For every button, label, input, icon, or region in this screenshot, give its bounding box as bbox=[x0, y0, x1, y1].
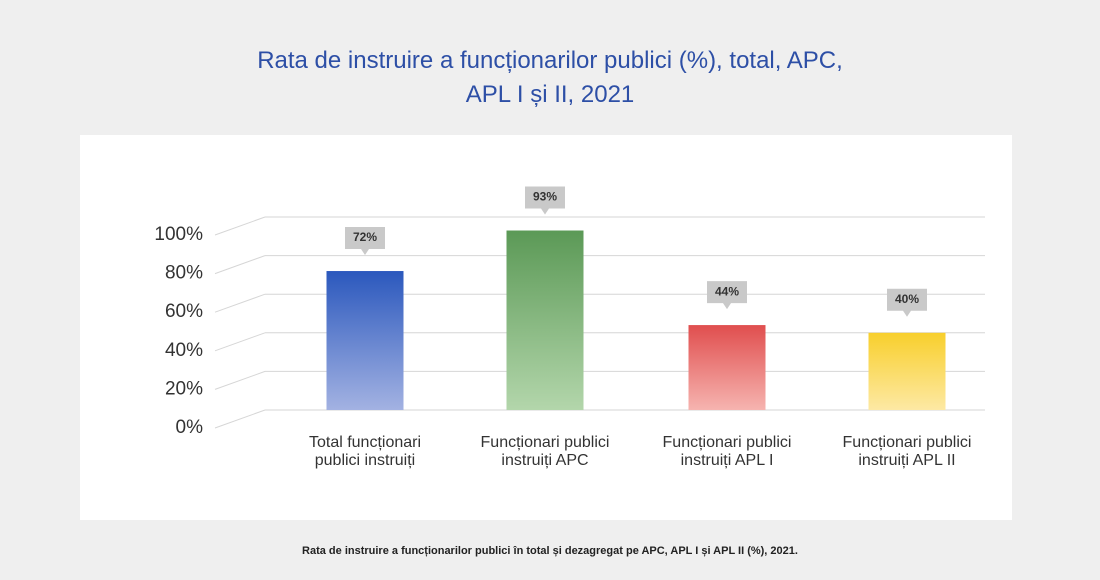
bar bbox=[868, 332, 946, 410]
value-callout bbox=[887, 288, 927, 317]
grid-line-depth bbox=[214, 409, 266, 429]
bar bbox=[506, 230, 584, 410]
value-label: 40% bbox=[895, 292, 919, 306]
bar bbox=[326, 271, 404, 410]
value-callout bbox=[707, 281, 747, 310]
grid-line-depth bbox=[214, 255, 266, 275]
y-tick-label: 60% bbox=[165, 301, 203, 322]
y-tick-label: 20% bbox=[165, 378, 203, 399]
value-label: 93% bbox=[533, 190, 557, 204]
y-tick-label: 100% bbox=[154, 224, 203, 245]
value-callout bbox=[345, 227, 385, 256]
y-tick-label: 40% bbox=[165, 340, 203, 361]
y-tick-label: 80% bbox=[165, 263, 203, 284]
chart-title: Rata de instruire a funcționarilor publi… bbox=[257, 47, 843, 108]
x-tick-label: Total funcționari publici instruiți bbox=[308, 434, 422, 469]
grid-line-depth bbox=[214, 370, 266, 390]
caption: Rata de instruire a funcționarilor publi… bbox=[302, 545, 798, 557]
value-label: 72% bbox=[353, 230, 377, 244]
y-tick-label: 0% bbox=[176, 417, 204, 438]
x-tick-label: Funcționari publici instruiți APC bbox=[480, 434, 610, 469]
x-tick-label: Funcționari publici instruiți APL I bbox=[662, 434, 792, 469]
grid-line-depth bbox=[214, 293, 266, 313]
grid-line-depth bbox=[214, 332, 266, 352]
x-tick-label: Funcționari publici instruiți APL II bbox=[842, 434, 972, 469]
bar bbox=[688, 325, 766, 410]
grid-line-depth bbox=[214, 216, 266, 236]
value-callout bbox=[525, 186, 565, 215]
value-label: 44% bbox=[715, 284, 739, 298]
